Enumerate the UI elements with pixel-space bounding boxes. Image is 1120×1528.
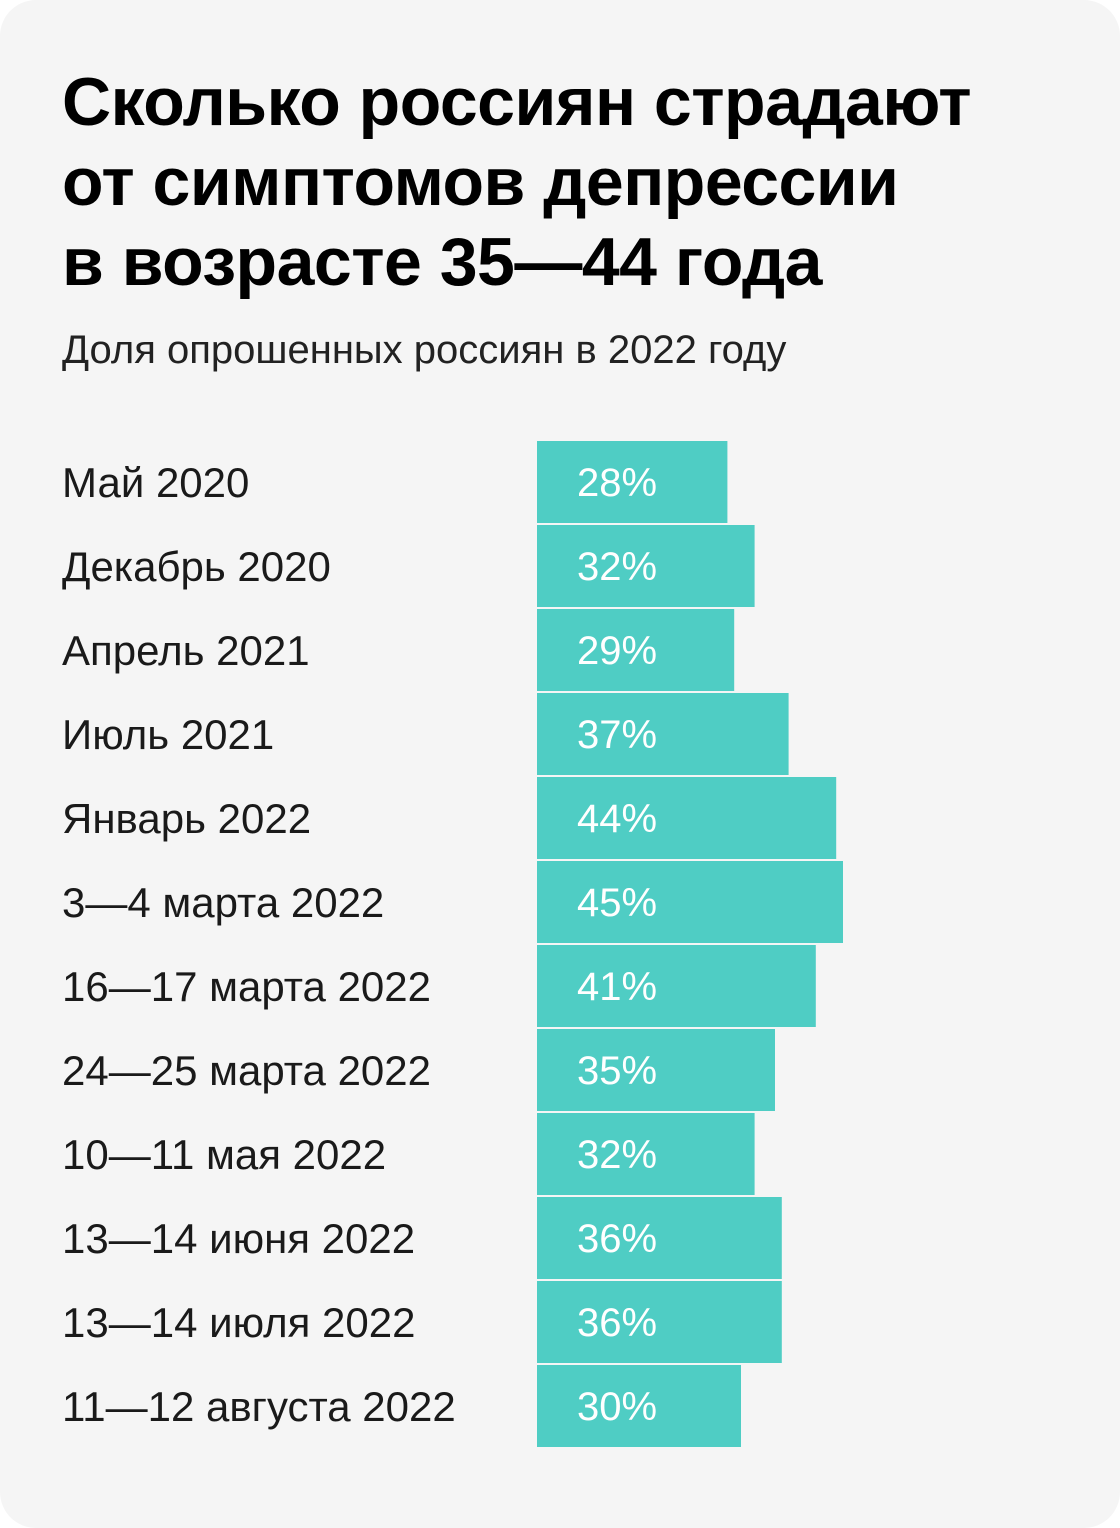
value-label: 37% [577,713,657,757]
category-label: 24—25 марта 2022 [62,1047,431,1094]
category-label: Июль 2021 [62,711,274,758]
value-label: 29% [577,629,657,673]
category-label: Май 2020 [62,459,249,506]
bar [537,1365,741,1447]
bar [537,441,728,523]
bar [537,525,755,607]
category-label: 10—11 мая 2022 [62,1131,386,1178]
chart-title: Сколько россиян страдают от симптомов де… [62,64,972,300]
value-label: 28% [577,461,657,505]
value-label: 35% [577,1049,657,1093]
value-label: 32% [577,1133,657,1177]
category-label: 16—17 марта 2022 [62,963,431,1010]
value-label: 32% [577,545,657,589]
bar [537,861,843,943]
category-label: 3—4 марта 2022 [62,879,384,926]
bar [537,693,789,775]
value-label: 36% [577,1217,657,1261]
category-label: 13—14 июля 2022 [62,1299,416,1346]
bar [537,1029,775,1111]
value-label: 30% [577,1385,657,1429]
bar [537,1281,782,1363]
value-label: 45% [577,881,657,925]
value-label: 41% [577,965,657,1009]
category-label: Январь 2022 [62,795,311,842]
bar [537,1113,755,1195]
bar [537,1197,782,1279]
bar [537,777,837,859]
value-label: 36% [577,1301,657,1345]
chart-subtitle: Доля опрошенных россиян в 2022 году [62,328,787,372]
category-label: Декабрь 2020 [62,543,331,590]
bar [537,609,735,691]
value-label: 44% [577,797,657,841]
category-label: Апрель 2021 [62,627,310,674]
bar [537,945,816,1027]
category-label: 11—12 августа 2022 [62,1383,456,1430]
category-label: 13—14 июня 2022 [62,1215,415,1262]
